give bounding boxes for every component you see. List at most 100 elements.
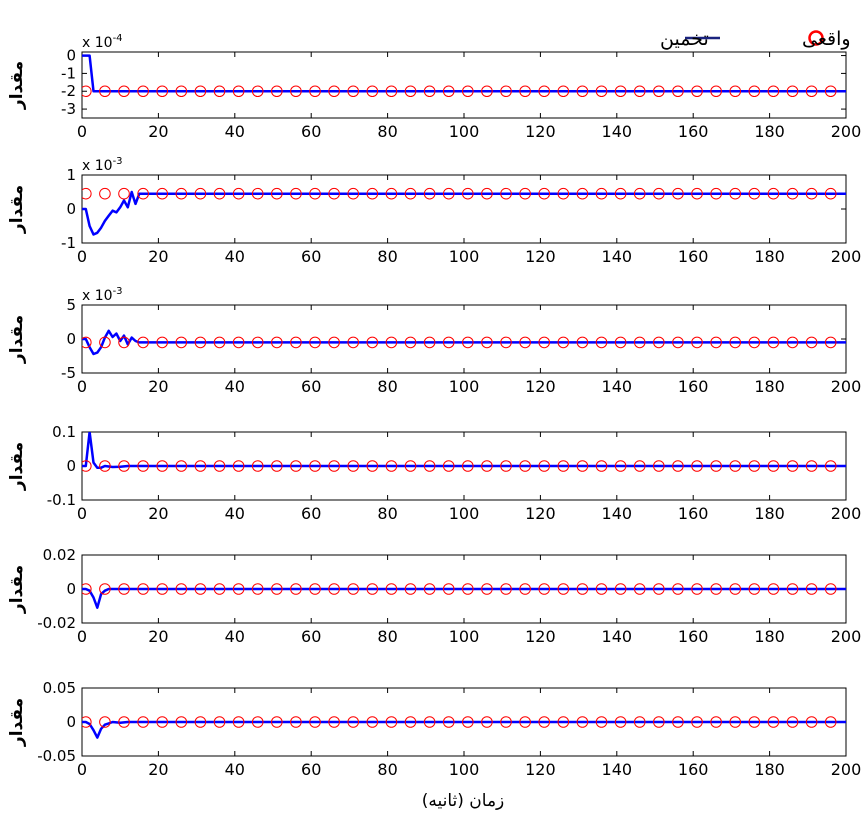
x-tick-label: 80: [377, 627, 397, 646]
actual-marker: [462, 583, 474, 595]
x-tick-label: 100: [449, 760, 480, 779]
actual-marker: [137, 460, 149, 472]
actual-marker: [251, 460, 264, 472]
x-tick-label: 140: [602, 760, 633, 779]
actual-marker: [99, 460, 111, 472]
actual-marker: [175, 583, 188, 595]
actual-marker: [691, 460, 703, 472]
actual-marker: [595, 460, 608, 472]
actual-marker: [309, 583, 321, 595]
actual-marker: [213, 336, 226, 349]
y-exponent-label: x 10-3: [82, 286, 123, 304]
actual-marker: [824, 85, 837, 98]
actual-marker: [710, 336, 722, 349]
actual-marker: [786, 336, 799, 349]
actual-marker: [251, 716, 264, 728]
y-axis-label: مقدار: [7, 185, 27, 234]
x-tick-label: 40: [225, 627, 245, 646]
y-axis-label: مقدار: [7, 61, 27, 110]
y-tick-label: -0.1: [47, 491, 76, 509]
actual-marker: [729, 336, 742, 349]
y-tick-label: 0.02: [43, 546, 76, 564]
y-axis-label: مقدار: [7, 315, 27, 364]
x-tick-label: 60: [301, 122, 321, 141]
actual-marker: [824, 187, 837, 200]
y-tick-label: 0: [66, 457, 76, 475]
actual-marker: [767, 583, 780, 595]
actual-marker: [557, 716, 570, 728]
x-tick-label: 180: [754, 504, 785, 523]
actual-marker: [213, 460, 226, 472]
x-tick-label: 100: [449, 122, 480, 141]
actual-marker: [710, 85, 722, 98]
actual-marker: [824, 460, 837, 472]
actual-marker: [213, 187, 226, 200]
actual-marker: [232, 85, 245, 98]
actual-marker: [385, 716, 398, 728]
actual-marker: [824, 583, 837, 595]
actual-marker: [614, 85, 627, 98]
y-tick-label: -0.02: [37, 614, 76, 632]
y-tick-label: 0: [66, 47, 76, 65]
x-tick-label: 40: [225, 122, 245, 141]
actual-marker: [251, 85, 264, 98]
x-tick-label: 140: [602, 504, 633, 523]
actual-marker: [824, 716, 837, 728]
actual-marker: [672, 187, 684, 200]
legend-actual-marker: [808, 30, 824, 46]
actual-marker: [309, 85, 321, 98]
actual-marker: [99, 85, 111, 98]
y-tick-label: -5: [61, 364, 76, 382]
actual-marker: [156, 583, 169, 595]
actual-marker: [423, 85, 436, 98]
actual-marker: [538, 460, 551, 472]
actual-marker: [748, 85, 761, 98]
actual-marker: [633, 336, 646, 349]
x-tick-label: 0: [77, 377, 87, 396]
plot-area: [82, 583, 846, 609]
plot-area: [82, 329, 846, 356]
actual-marker: [672, 583, 684, 595]
actual-marker: [118, 460, 130, 472]
actual-marker: [82, 460, 92, 472]
actual-marker: [194, 460, 207, 472]
x-tick-label: 140: [602, 377, 633, 396]
actual-marker: [118, 583, 130, 595]
estimate-series-line: [82, 54, 846, 93]
actual-marker: [653, 187, 665, 200]
actual-marker: [213, 85, 226, 98]
x-tick-label: 180: [754, 247, 785, 266]
actual-marker: [309, 336, 321, 349]
actual-marker: [538, 583, 551, 595]
actual-marker: [729, 583, 742, 595]
x-tick-label: 0: [77, 627, 87, 646]
actual-marker: [824, 336, 837, 349]
x-tick-label: 80: [377, 760, 397, 779]
actual-marker: [99, 187, 111, 200]
actual-marker: [786, 85, 799, 98]
actual-marker: [213, 716, 226, 728]
estimate-series-line: [82, 587, 846, 609]
actual-marker: [442, 85, 455, 98]
actual-marker: [538, 85, 551, 98]
x-tick-label: 80: [377, 122, 397, 141]
actual-marker: [481, 583, 493, 595]
x-tick-label: 160: [678, 627, 709, 646]
actual-marker: [404, 716, 417, 728]
actual-marker: [786, 583, 799, 595]
actual-marker: [767, 85, 780, 98]
actual-marker: [194, 187, 207, 200]
x-tick-label: 20: [148, 122, 168, 141]
actual-marker: [691, 716, 703, 728]
actual-marker: [328, 187, 340, 200]
actual-marker: [271, 460, 283, 472]
actual-marker: [232, 716, 245, 728]
actual-marker: [805, 716, 818, 728]
actual-marker: [462, 187, 474, 200]
actual-marker: [653, 460, 665, 472]
actual-marker: [271, 187, 283, 200]
x-tick-label: 160: [678, 760, 709, 779]
actual-marker: [385, 85, 398, 98]
